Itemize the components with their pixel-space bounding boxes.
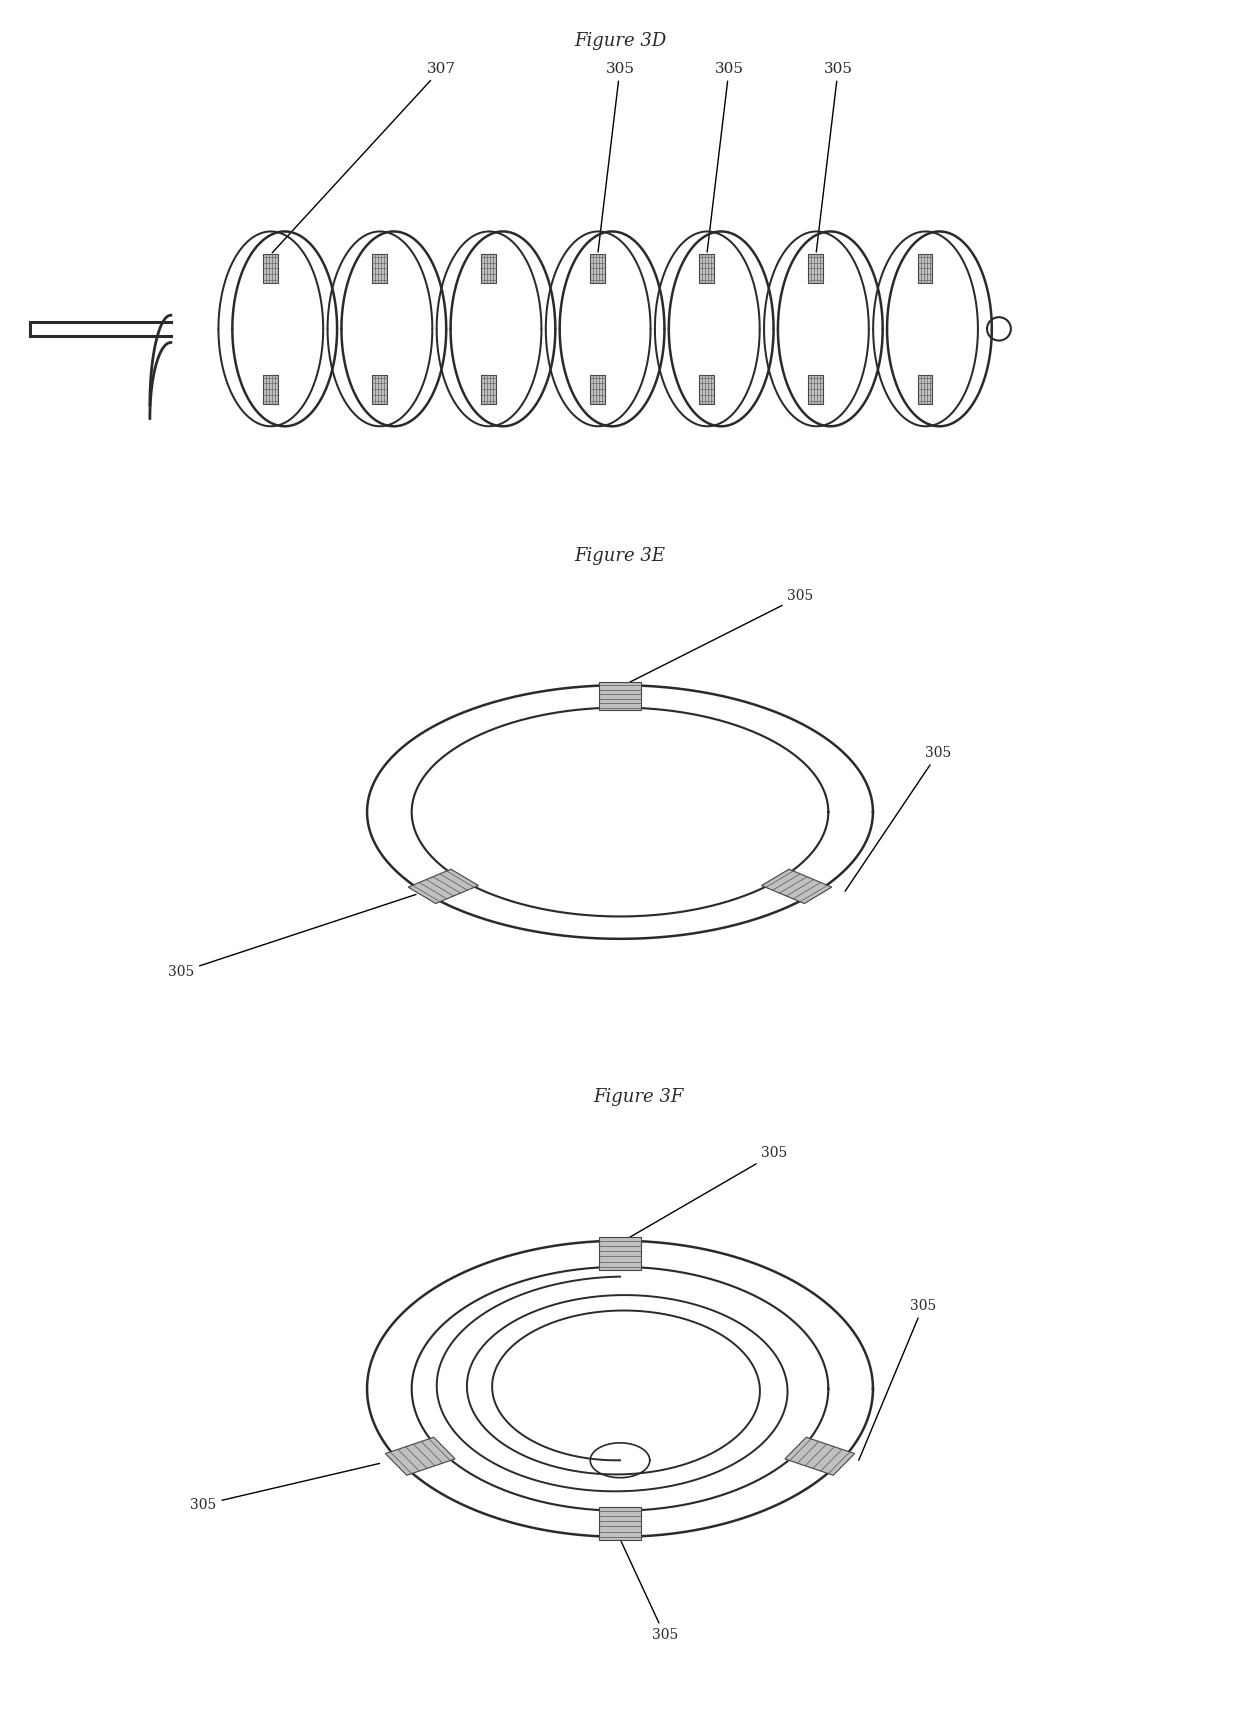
Bar — [918, 254, 932, 283]
Bar — [699, 374, 714, 403]
Text: 305: 305 — [707, 62, 744, 252]
Bar — [408, 869, 479, 903]
Text: 305: 305 — [630, 1147, 787, 1238]
Bar — [590, 254, 605, 283]
Bar — [263, 374, 278, 403]
Bar — [785, 1437, 854, 1475]
Bar — [699, 254, 714, 283]
Text: 305: 305 — [190, 1463, 379, 1511]
Bar — [808, 254, 823, 283]
Text: Figure 3E: Figure 3E — [574, 548, 666, 565]
Text: 305: 305 — [859, 1298, 936, 1459]
Bar — [386, 1437, 455, 1475]
Bar — [918, 374, 932, 403]
Bar — [372, 254, 387, 283]
Text: 307: 307 — [273, 62, 456, 252]
Text: Figure 3F: Figure 3F — [594, 1089, 683, 1106]
Bar — [599, 1508, 641, 1540]
Text: 305: 305 — [846, 745, 951, 891]
Bar — [263, 254, 278, 283]
Text: 305: 305 — [598, 62, 635, 252]
Text: 305: 305 — [816, 62, 853, 252]
Bar — [599, 1238, 641, 1271]
Bar — [481, 374, 496, 403]
Bar — [808, 374, 823, 403]
Text: 305: 305 — [167, 895, 417, 979]
Bar — [590, 374, 605, 403]
Text: Figure 3D: Figure 3D — [574, 33, 666, 50]
Text: 305: 305 — [630, 589, 813, 682]
Bar — [372, 374, 387, 403]
Bar — [599, 682, 641, 711]
Bar — [481, 254, 496, 283]
Text: 305: 305 — [621, 1542, 678, 1641]
Bar — [761, 869, 832, 903]
